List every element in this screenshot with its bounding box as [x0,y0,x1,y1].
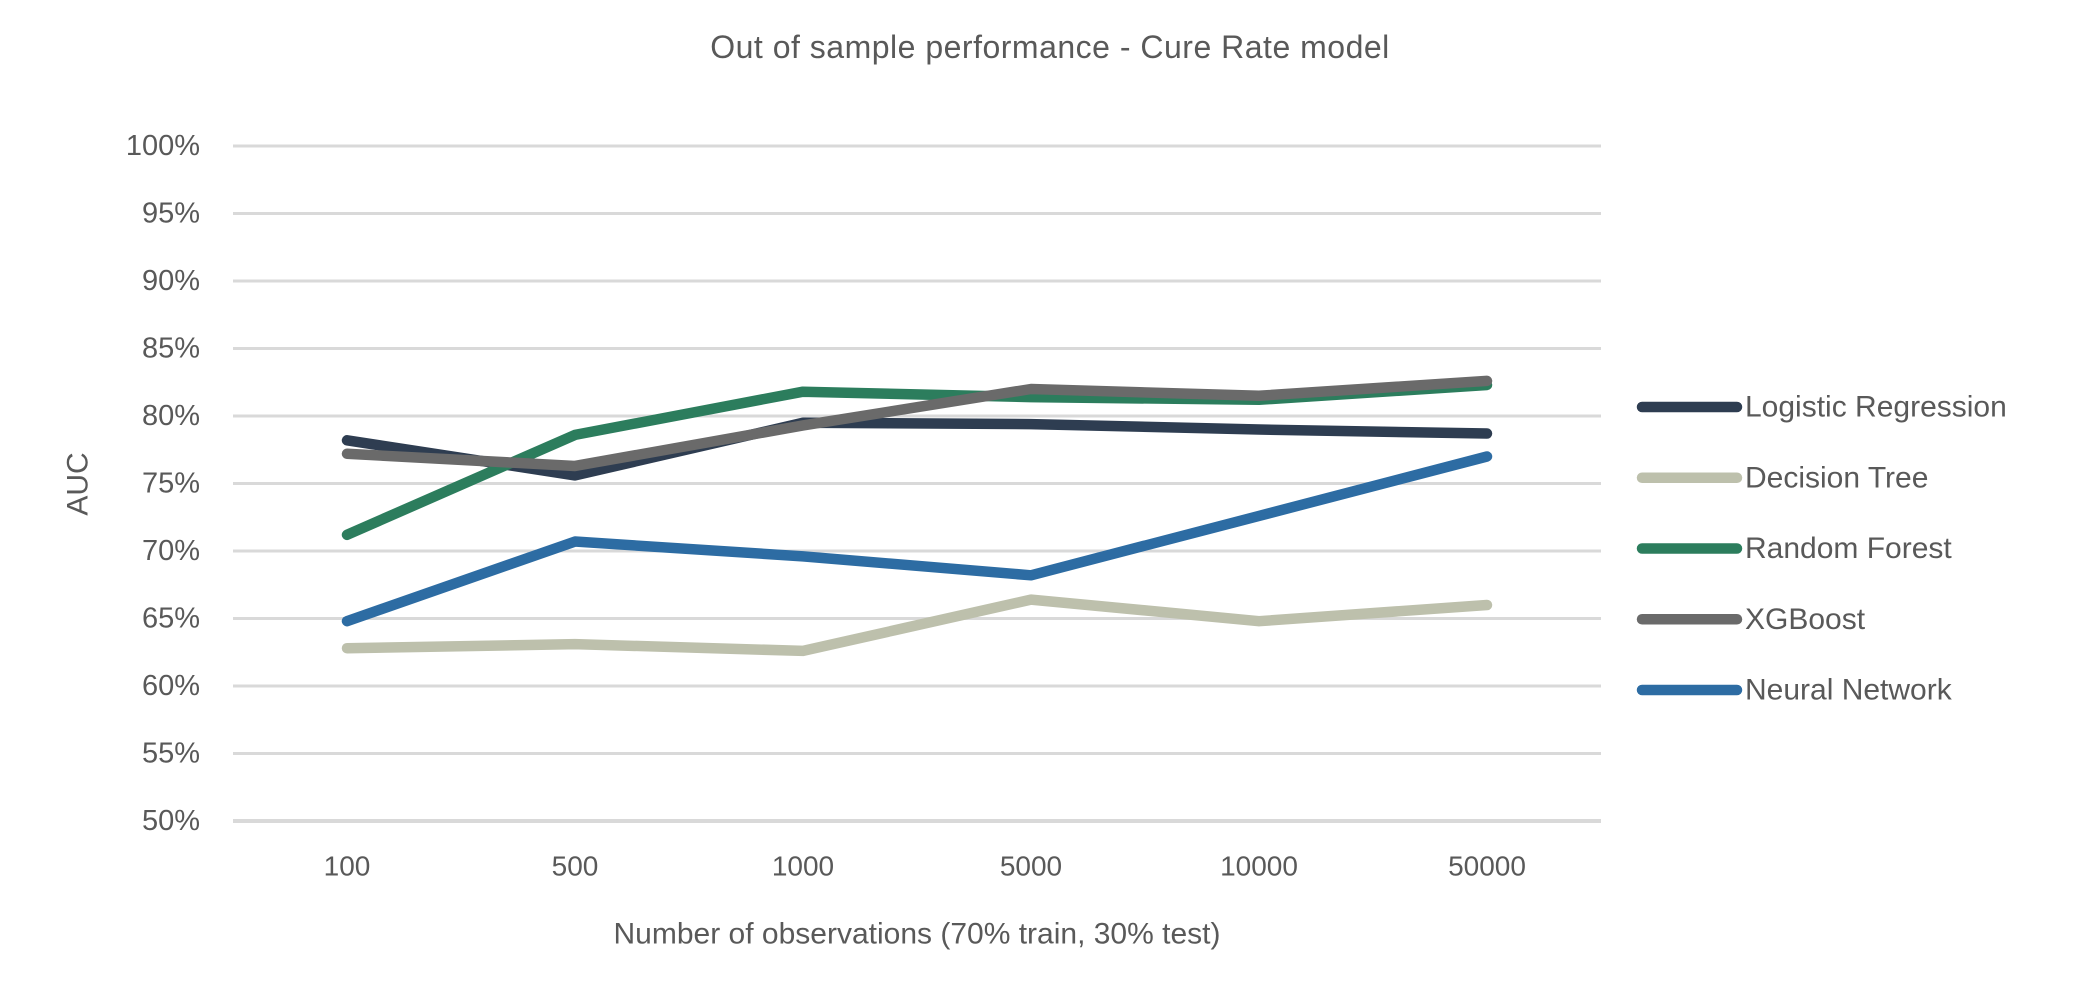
y-tick-label: 60% [142,670,200,702]
legend-item-xgboost: XGBoost [1636,603,1866,636]
y-tick-label: 80% [142,400,200,432]
y-tick-label: 90% [142,265,200,297]
y-tick-label: 95% [142,198,200,230]
x-tick-label: 5000 [1000,851,1062,882]
legend-label-decision-tree: Decision Tree [1745,461,1928,494]
series-line-logistic-regression [341,417,1493,481]
x-tick-label: 50000 [1448,851,1526,882]
series-line-decision-tree [341,594,1493,657]
x-tick-label: 100 [324,851,371,882]
x-tick-label: 1000 [772,851,834,882]
y-tick-label: 75% [142,468,200,500]
y-tick-label: 55% [142,738,200,770]
chart-title: Out of sample performance - Cure Rate mo… [710,29,1390,65]
y-tick-label: 50% [142,805,200,837]
legend-item-logistic-regression: Logistic Regression [1636,391,2007,424]
legend-label-random-forest: Random Forest [1745,532,1952,565]
legend-label-xgboost: XGBoost [1745,603,1866,636]
y-tick-label: 85% [142,333,200,365]
y-axis-title: AUC [62,452,95,515]
x-tick-label: 10000 [1220,851,1298,882]
legend-item-random-forest: Random Forest [1636,532,1952,565]
legend-label-logistic-regression: Logistic Regression [1745,391,2007,424]
legend-item-decision-tree: Decision Tree [1636,461,1928,494]
x-axis-title: Number of observations (70% train, 30% t… [614,918,1221,951]
x-tick-label: 500 [552,851,599,882]
y-tick-label: 70% [142,535,200,567]
legend-item-neural-network: Neural Network [1636,674,1953,707]
series-line-neural-network [341,451,1493,627]
y-tick-label: 100% [126,130,200,162]
series-line-xgboost [341,375,1493,472]
legend-label-neural-network: Neural Network [1745,674,1953,707]
y-tick-label: 65% [142,603,200,635]
